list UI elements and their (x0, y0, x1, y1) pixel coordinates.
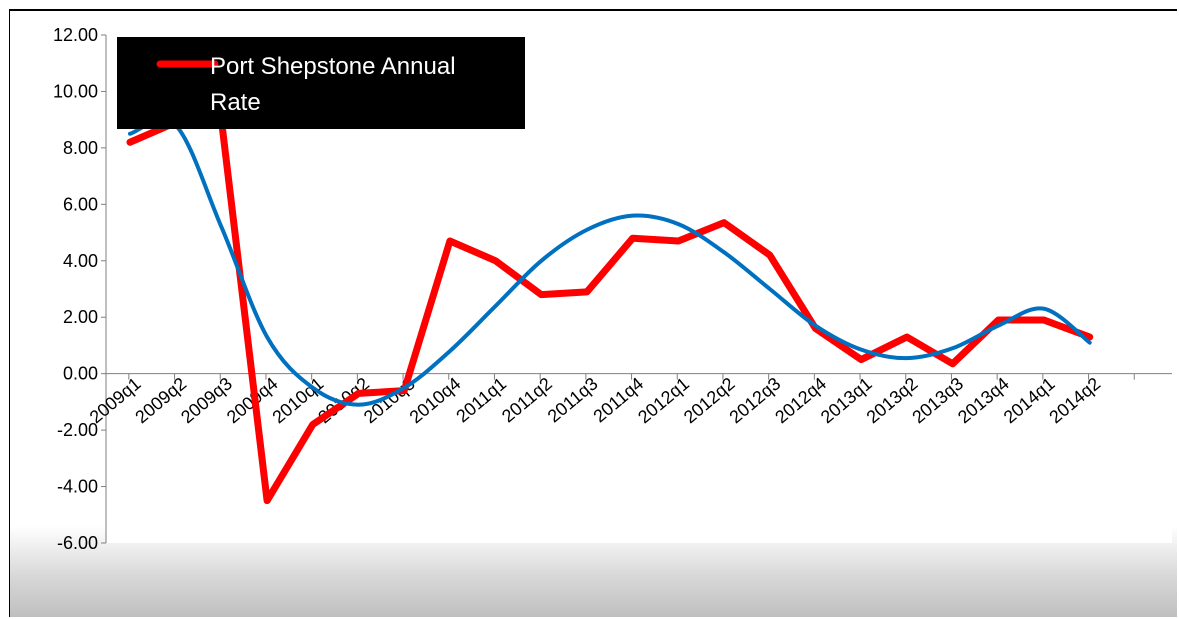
y-tick-label: 4.00 (63, 251, 98, 271)
y-tick-label: 6.00 (63, 194, 98, 214)
trendline-point (677, 223, 679, 225)
trendline-point (449, 350, 451, 352)
data-point (540, 294, 542, 296)
data-point (129, 141, 131, 143)
trendline-point (815, 325, 817, 327)
y-tick-label: 10.00 (53, 81, 98, 101)
legend-label-line-1: Port Shepstone Annual (210, 53, 456, 80)
y-tick-label: -2.00 (57, 420, 98, 440)
trendline-point (769, 288, 771, 290)
legend-box (117, 37, 525, 129)
trendline-point (358, 404, 360, 406)
trendline-point (220, 226, 222, 228)
trendline (128, 117, 1092, 407)
series-line-port-shepstone (126, 116, 1094, 505)
y-tick-label: 8.00 (63, 138, 98, 158)
y-tick-label: 0.00 (63, 364, 98, 384)
trendline-point (495, 305, 497, 307)
data-point (1089, 336, 1091, 338)
data-point (860, 359, 862, 361)
data-point (449, 240, 451, 242)
y-tick-label: 12.00 (53, 25, 98, 45)
data-point (586, 291, 588, 293)
trendline-point (723, 251, 725, 253)
data-point (312, 423, 314, 425)
trendline-point (403, 387, 405, 389)
trendline-point (312, 387, 314, 389)
trendline-point (952, 347, 954, 349)
data-point (677, 240, 679, 242)
data-point (495, 260, 497, 262)
y-tick-label: -4.00 (57, 477, 98, 497)
trendline-point (906, 357, 908, 359)
trendline-point (997, 325, 999, 327)
trendline-point (1043, 308, 1045, 310)
data-point (906, 336, 908, 338)
y-tick-label: 2.00 (63, 307, 98, 327)
legend: Port Shepstone Annual Rate (117, 37, 525, 129)
data-point (769, 254, 771, 256)
trendline-point (632, 215, 634, 217)
data-point (1043, 319, 1045, 321)
data-point (632, 237, 634, 239)
data-point (997, 319, 999, 321)
data-point (358, 392, 360, 394)
trendline-point (1089, 342, 1091, 344)
data-point (952, 363, 954, 365)
y-tick-label: -6.00 (57, 533, 98, 553)
data-point (266, 500, 268, 502)
trendline-point (860, 349, 862, 351)
trendline-point (586, 229, 588, 231)
legend-label-line-2: Rate (210, 89, 261, 116)
trendline-point (540, 260, 542, 262)
trendline-point (266, 336, 268, 338)
data-point (723, 222, 725, 224)
trendline-point (129, 133, 131, 135)
